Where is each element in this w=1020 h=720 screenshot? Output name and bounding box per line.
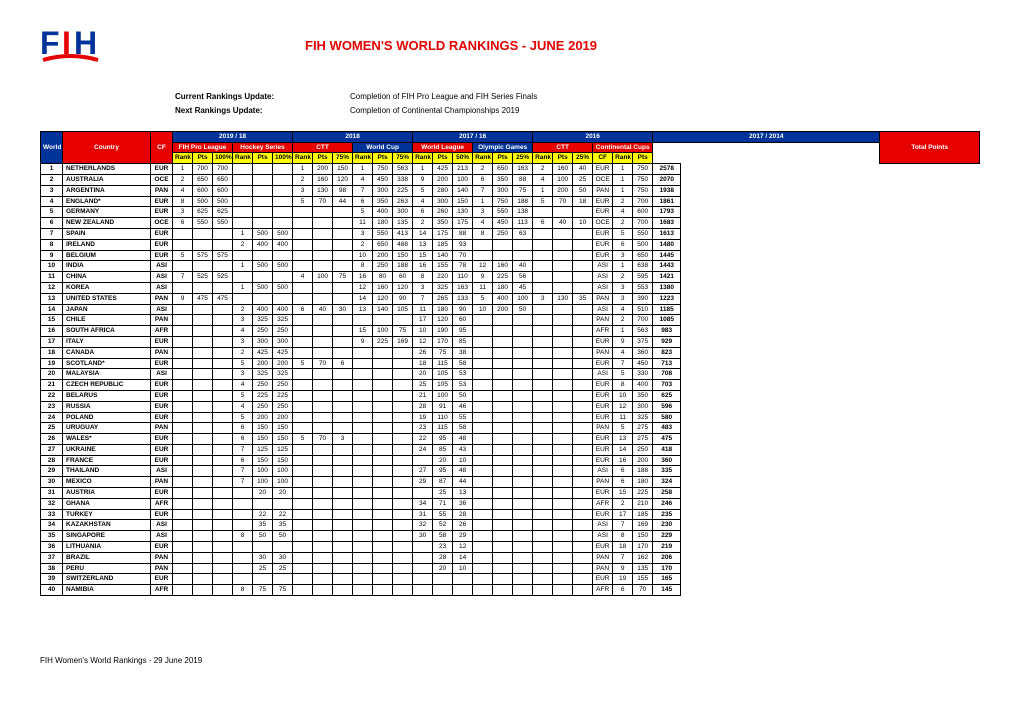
table-row: 33TURKEYEUR2222315528EUR17185235 <box>41 509 980 520</box>
current-update-label: Current Rankings Update: <box>175 90 350 104</box>
table-row: 12KOREAASI15005001216012033251631118045A… <box>41 282 980 293</box>
hdr-ev-3: CTT <box>293 142 353 153</box>
table-row: 37BRAZILPAN30302814PAN7162206 <box>41 552 980 563</box>
table-row: 8IRELANDEUR240040026504881318593EUR65001… <box>41 239 980 250</box>
table-row: 35SINGAPOREASI85050305829ASI8150229 <box>41 531 980 542</box>
table-row: 19SCOTLAND*EUR520020057061811558EUR74507… <box>41 358 980 369</box>
next-update-label: Next Rankings Update: <box>175 104 350 118</box>
table-row: 36LITHUANIAEUR2312EUR18170219 <box>41 542 980 553</box>
table-row: 27UKRAINEEUR7125125248543EUR14250418 <box>41 444 980 455</box>
table-row: 9BELGIUMEUR5575575102001501514070EUR3650… <box>41 250 980 261</box>
hdr-period-5: 2017 / 2014 <box>653 131 880 142</box>
table-row: 38PERUPAN25252010PAN9135170 <box>41 563 980 574</box>
table-row: 5GERMANYEUR3625625540030062601303550138E… <box>41 207 980 218</box>
table-row: 15CHILEPAN33253251712060PAN27001085 <box>41 315 980 326</box>
table-row: 11CHINAASI752552541007516806082201109225… <box>41 272 980 283</box>
hdr-world-rank: World Rank <box>41 131 63 163</box>
hdr-period-3: 2017 / 16 <box>413 131 533 142</box>
hdr-ev-2: Hockey Series <box>233 142 293 153</box>
page-title: FIH WOMEN'S WORLD RANKINGS - JUNE 2019 <box>305 38 597 53</box>
hdr-ev-6: Olympic Games <box>473 142 533 153</box>
hdr-period-1: 2019 / 18 <box>173 131 293 142</box>
table-row: 21CZECH REPUBLICEUR42502502510553EUR8400… <box>41 380 980 391</box>
hdr-cf: CF <box>151 131 173 163</box>
table-row: 17ITALYEUR330030092251691217085EUR937592… <box>41 336 980 347</box>
hdr-period-2: 2018 <box>293 131 413 142</box>
meta-block: Current Rankings Update: Completion of F… <box>175 90 980 119</box>
table-row: 40NAMIBIAAFR87575AFR670145 <box>41 585 980 596</box>
hdr-ev-5: World League <box>413 142 473 153</box>
rankings-table: World Rank Country CF 2019 / 18 2018 201… <box>40 131 980 596</box>
table-row: 24POLANDEUR52002001911055EUR11325580 <box>41 412 980 423</box>
table-row: 20MALAYSIAASI33253252010553ASI5330708 <box>41 369 980 380</box>
table-row: 4ENGLAND*EUR8500500570446350263430015017… <box>41 196 980 207</box>
table-header: World Rank Country CF 2019 / 18 2018 201… <box>41 131 980 163</box>
table-row: 13UNITED STATESPAN9475475141209072651335… <box>41 293 980 304</box>
table-row: 23RUSSIAEUR4250250289146EUR12300596 <box>41 401 980 412</box>
table-row: 25URUGUAYPAN61501502311558PAN5275483 <box>41 423 980 434</box>
table-row: 30MEXICOPAN7100100298744PAN6180324 <box>41 477 980 488</box>
hdr-ev-7: CTT <box>533 142 593 153</box>
table-row: 39SWITZERLANDEUREUR19155165 <box>41 574 980 585</box>
table-row: 10INDIAASI1500500825018816155781216040AS… <box>41 261 980 272</box>
table-row: 29THAILANDASI7100100279548ASI6188335 <box>41 466 980 477</box>
table-row: 6NEW ZEALANDOCE6550550111801352350175445… <box>41 218 980 229</box>
table-row: 31AUSTRIAEUR20202513EUR15225258 <box>41 488 980 499</box>
current-update-value: Completion of FIH Pro League and FIH Ser… <box>350 90 537 104</box>
table-row: 22BELARUSEUR52252252110050EUR10350625 <box>41 390 980 401</box>
hdr-ev-4: World Cup <box>353 142 413 153</box>
table-row: 16SOUTH AFRICAAFR425025015100751019095AF… <box>41 326 980 337</box>
hdr-period-4: 2016 <box>533 131 653 142</box>
table-row: 28FRANCEEUR61501502010EUR16200360 <box>41 455 980 466</box>
hdr-ev-8: Continental Cups <box>593 142 653 153</box>
fih-logo: F I H <box>40 20 140 70</box>
table-body: 1NETHERLANDSEUR1700700120015017505631425… <box>41 164 980 596</box>
table-row: 1NETHERLANDSEUR1700700120015017505631425… <box>41 164 980 175</box>
table-row: 7SPAINEUR150050035504131417588825063EUR5… <box>41 228 980 239</box>
footer-text: FIH Women's World Rankings - 29 June 201… <box>40 656 980 665</box>
table-row: 34KAZAKHSTANASI3535325226ASI7169230 <box>41 520 980 531</box>
header-row: F I H FIH WOMEN'S WORLD RANKINGS - JUNE … <box>40 20 980 70</box>
hdr-total: Total Points <box>880 131 980 163</box>
table-row: 32GHANAAFR347136AFR2210246 <box>41 498 980 509</box>
table-row: 26WALES*EUR61501505703229548EUR13275475 <box>41 434 980 445</box>
hdr-country: Country <box>63 131 151 163</box>
hdr-ev-1: FIH Pro League <box>173 142 233 153</box>
table-row: 18CANADAPAN2425425267538PAN4360823 <box>41 347 980 358</box>
next-update-value: Completion of Continental Championships … <box>350 104 519 118</box>
table-row: 3ARGENTINAPAN460060031309873002255280140… <box>41 185 980 196</box>
table-row: 2AUSTRALIAOCE265065021601204450338920010… <box>41 174 980 185</box>
table-row: 14JAPANASI240040064030131401051118090102… <box>41 304 980 315</box>
